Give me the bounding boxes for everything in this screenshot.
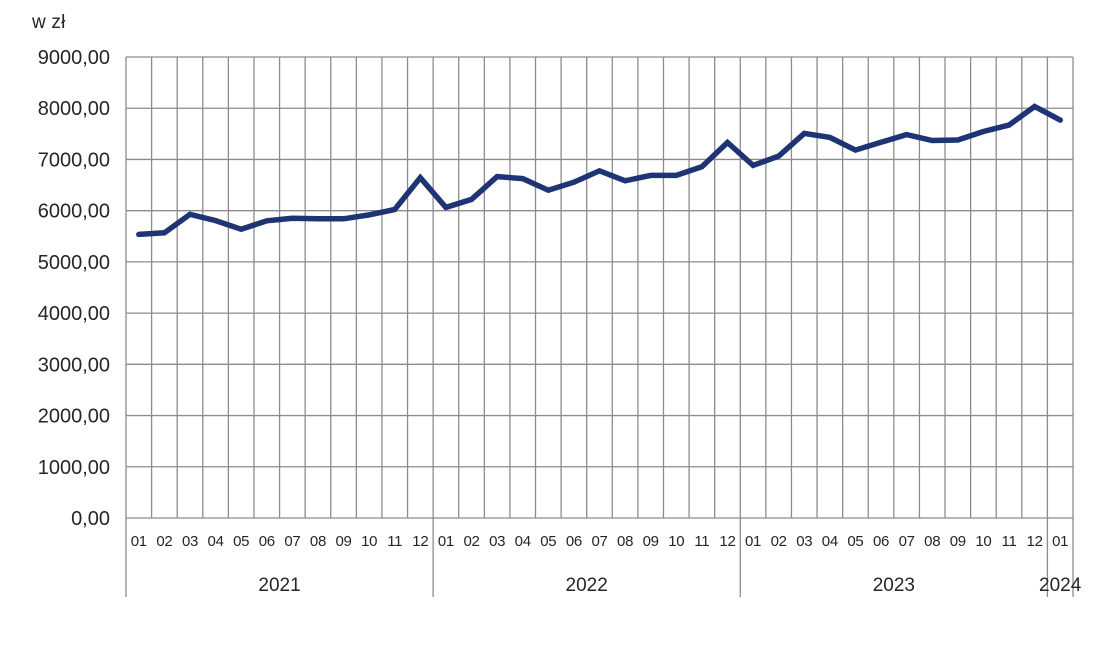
month-tick-label: 03 <box>489 533 505 550</box>
y-tick-label: 0,00 <box>71 508 110 530</box>
month-tick-label: 01 <box>1052 533 1068 550</box>
month-tick-label: 08 <box>617 533 633 550</box>
month-tick-label: 10 <box>975 533 991 550</box>
y-tick-label: 5000,00 <box>38 252 110 274</box>
month-tick-label: 08 <box>310 533 326 550</box>
month-tick-label: 11 <box>1002 533 1017 550</box>
month-tick-label: 10 <box>668 533 684 550</box>
month-tick-label: 06 <box>259 533 275 550</box>
month-tick-label: 09 <box>950 533 966 550</box>
y-tick-label: 6000,00 <box>38 201 110 223</box>
y-tick-label: 2000,00 <box>38 406 110 428</box>
month-tick-label: 06 <box>873 533 889 550</box>
y-tick-label: 3000,00 <box>38 354 110 376</box>
year-label: 2024 <box>1039 575 1082 596</box>
month-tick-label: 02 <box>463 533 479 550</box>
month-tick-label: 08 <box>924 533 940 550</box>
month-tick-label: 05 <box>847 533 863 550</box>
y-tick-label: 7000,00 <box>38 149 110 171</box>
month-tick-label: 09 <box>336 533 352 550</box>
month-tick-label: 05 <box>540 533 556 550</box>
month-tick-label: 07 <box>591 533 607 550</box>
y-tick-label: 8000,00 <box>38 98 110 120</box>
month-tick-label: 11 <box>387 533 402 550</box>
month-tick-label: 05 <box>233 533 249 550</box>
y-tick-label: 9000,00 <box>38 47 110 69</box>
month-tick-label: 03 <box>182 533 198 550</box>
year-label: 2022 <box>566 575 608 596</box>
month-tick-label: 02 <box>771 533 787 550</box>
month-tick-label: 12 <box>412 533 428 550</box>
y-tick-label: 1000,00 <box>38 457 110 479</box>
month-tick-label: 02 <box>156 533 172 550</box>
y-axis-unit-label: w zł <box>32 12 66 33</box>
month-tick-label: 01 <box>438 533 454 550</box>
month-tick-label: 04 <box>208 533 224 550</box>
y-tick-label: 4000,00 <box>38 303 110 325</box>
month-tick-label: 07 <box>284 533 300 550</box>
month-tick-label: 03 <box>796 533 812 550</box>
month-tick-label: 04 <box>515 533 531 550</box>
month-tick-label: 06 <box>566 533 582 550</box>
month-tick-label: 01 <box>131 533 147 550</box>
month-tick-label: 12 <box>719 533 735 550</box>
month-tick-label: 12 <box>1027 533 1043 550</box>
month-tick-label: 01 <box>745 533 761 550</box>
month-tick-label: 11 <box>694 533 709 550</box>
month-tick-label: 10 <box>361 533 377 550</box>
month-tick-label: 04 <box>822 533 838 550</box>
month-tick-label: 09 <box>643 533 659 550</box>
month-tick-label: 07 <box>899 533 915 550</box>
year-label: 2021 <box>258 575 300 596</box>
wage-series-line <box>136 103 1063 238</box>
year-label: 2023 <box>873 575 915 596</box>
